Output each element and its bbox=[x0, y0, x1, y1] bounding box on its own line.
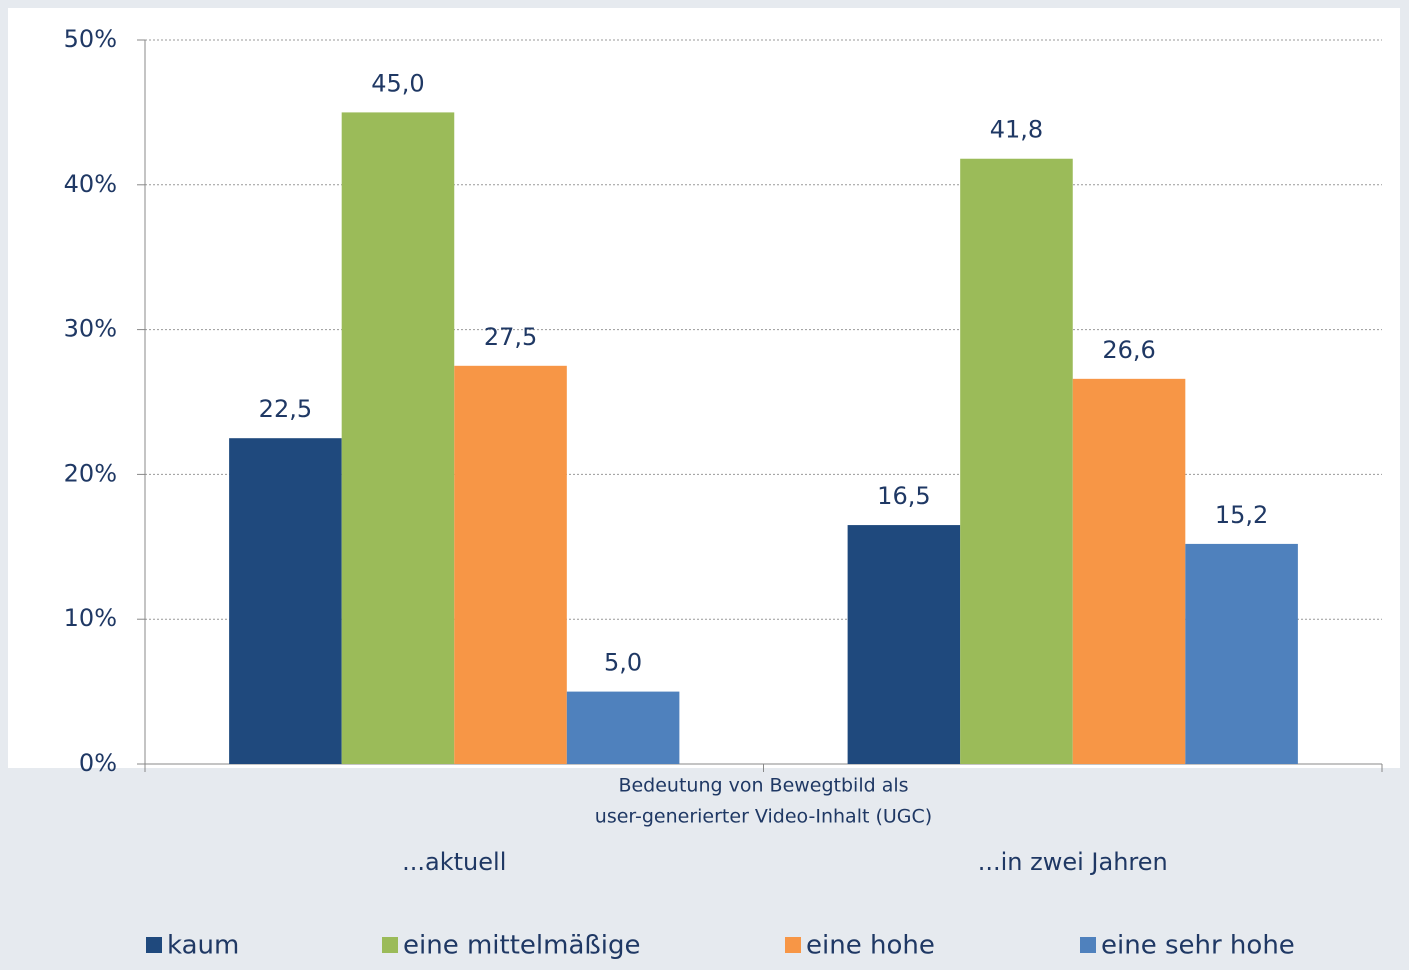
bar bbox=[960, 158, 1073, 765]
value-label: 15,2 bbox=[1215, 501, 1268, 529]
y-tick-label: 20% bbox=[64, 459, 117, 487]
legend-label: eine mittelmäßige bbox=[403, 931, 640, 961]
x-tick-label: ...aktuell bbox=[402, 848, 506, 876]
value-label: 41,8 bbox=[990, 116, 1043, 144]
legend-swatch bbox=[1080, 937, 1096, 953]
x-axis-title: Bedeutung von Bewegtbild als bbox=[618, 775, 908, 797]
value-label: 26,6 bbox=[1102, 336, 1155, 364]
bar bbox=[1185, 543, 1298, 764]
legend-swatch bbox=[382, 937, 398, 953]
legend-label: eine sehr hohe bbox=[1101, 931, 1295, 961]
legend-swatch bbox=[146, 937, 162, 953]
value-label: 16,5 bbox=[877, 482, 930, 510]
bar bbox=[566, 691, 680, 764]
value-label: 5,0 bbox=[604, 649, 642, 677]
bar bbox=[1072, 378, 1186, 764]
value-label: 27,5 bbox=[484, 323, 537, 351]
bar bbox=[229, 438, 342, 764]
x-tick-label: ...in zwei Jahren bbox=[978, 848, 1168, 876]
x-axis-title: user-generierter Video-Inhalt (UGC) bbox=[595, 806, 932, 828]
legend-label: eine hohe bbox=[806, 931, 935, 961]
bar bbox=[847, 525, 961, 764]
y-tick-label: 50% bbox=[64, 25, 117, 53]
y-tick-label: 10% bbox=[64, 604, 117, 632]
y-tick-label: 0% bbox=[79, 749, 117, 777]
value-label: 22,5 bbox=[259, 395, 312, 423]
bar bbox=[454, 365, 567, 764]
legend-label: kaum bbox=[167, 931, 239, 961]
legend-swatch bbox=[785, 937, 801, 953]
bar bbox=[341, 112, 455, 764]
y-tick-label: 40% bbox=[64, 170, 117, 198]
value-label: 45,0 bbox=[371, 69, 424, 97]
y-tick-label: 30% bbox=[64, 315, 117, 343]
